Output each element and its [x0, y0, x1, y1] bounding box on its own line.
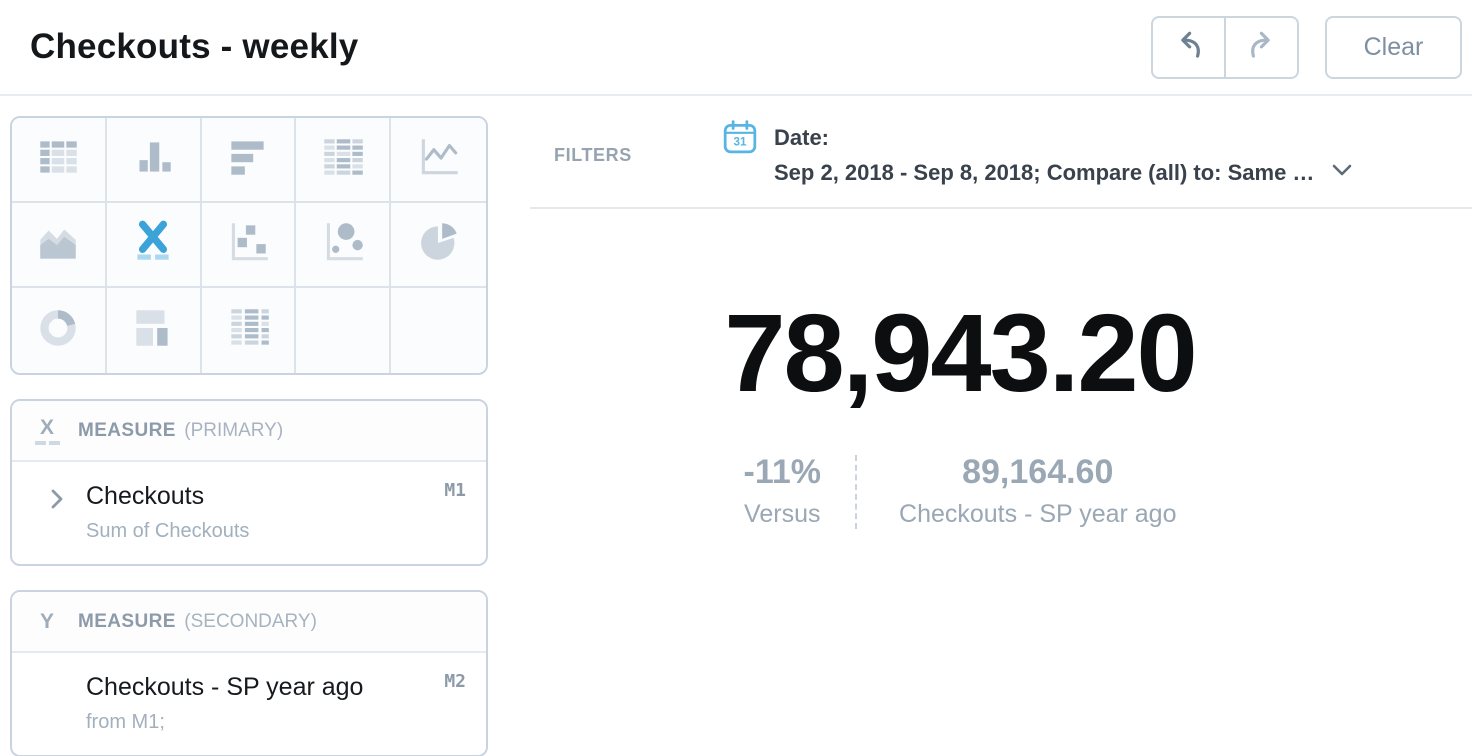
measure-primary-qualifier: (PRIMARY) [184, 419, 284, 441]
redo-icon [1246, 29, 1278, 66]
kpi-comparison: -11% Versus 89,164.60 Checkouts - SP yea… [744, 455, 1176, 529]
date-filter-value: Sep 2, 2018 - Sep 8, 2018; Compare (all)… [774, 160, 1315, 185]
picker-item-dashboard-layout[interactable] [106, 288, 202, 373]
y-axis-letter: Y [39, 610, 54, 633]
header: Checkouts - weekly Clea [0, 0, 1472, 96]
pie-chart-icon [414, 217, 464, 272]
horizontal-bar-chart-icon [223, 132, 273, 187]
picker-item-heat-table[interactable] [201, 288, 297, 373]
x-axis-letter: X [39, 415, 54, 439]
picker-item-kpi[interactable] [106, 203, 202, 288]
chart-type-picker [10, 116, 488, 375]
date-filter-text: Date: Sep 2, 2018 - Sep 8, 2018; Compare… [774, 118, 1352, 186]
picker-item-bar-chart[interactable] [106, 118, 202, 203]
area-chart-icon [33, 217, 83, 272]
kpi-comparison-block: 89,164.60 Checkouts - SP year ago [857, 455, 1176, 529]
kpi-delta-percent: -11% [743, 453, 822, 491]
measure-secondary-title: MEASURE (SECONDARY) [78, 611, 317, 633]
undo-icon [1173, 29, 1205, 66]
measure-primary-item[interactable]: Checkouts M1 Sum of Checkouts [12, 462, 486, 564]
main-area: FILTERS 31 Date: Sep 2, 2018 - Sep 8, 20… [488, 96, 1472, 756]
header-actions: Clear [1151, 15, 1462, 79]
picker-cell-empty [391, 288, 486, 373]
measure-secondary-label: MEASURE [78, 610, 176, 632]
date-filter-value-row: Sep 2, 2018 - Sep 8, 2018; Compare (all)… [774, 160, 1352, 186]
measure-secondary-header: Y MEASURE (SECONDARY) [12, 592, 486, 653]
kpi-comparison-value: 89,164.60 [962, 453, 1114, 491]
sidebar: X MEASURE (PRIMARY) Checkouts M1 [0, 96, 488, 756]
bubble-chart-icon [318, 217, 368, 272]
filters-label: FILTERS [554, 145, 632, 165]
kpi-comparison-label: Checkouts - SP year ago [899, 500, 1177, 528]
measure-secondary-detail: from M1; [86, 711, 165, 733]
kpi-delta-label: Versus [744, 500, 821, 528]
measure-secondary-item[interactable]: Checkouts - SP year ago M2 from M1; [12, 653, 486, 755]
picker-item-table[interactable] [12, 118, 107, 203]
donut-chart-icon [33, 303, 83, 358]
measure-secondary-panel: Y MEASURE (SECONDARY) Checkouts - SP yea… [10, 590, 488, 756]
picker-item-area-chart[interactable] [12, 203, 107, 288]
calendar-icon: 31 [722, 119, 758, 186]
filters-row: FILTERS 31 Date: Sep 2, 2018 - Sep 8, 20… [530, 118, 1472, 186]
clear-button[interactable]: Clear [1325, 15, 1462, 79]
kpi-visualization: 78,943.20 -11% Versus 89,164.60 Checkout… [530, 299, 1472, 529]
svg-text:31: 31 [734, 135, 747, 148]
comparison-divider [855, 455, 858, 529]
x-axis-dashes [32, 440, 62, 445]
chevron-right-icon[interactable] [50, 489, 64, 514]
measure-primary-panel: X MEASURE (PRIMARY) Checkouts M1 [10, 399, 488, 566]
scatter-plot-icon [223, 217, 273, 272]
bar-chart-icon [128, 132, 178, 187]
filters-divider [530, 207, 1472, 209]
undo-button[interactable] [1151, 15, 1225, 79]
line-chart-icon [414, 132, 464, 187]
heat-table-icon [223, 303, 273, 358]
picker-item-line-chart[interactable] [391, 118, 486, 203]
kpi-delta-block: -11% Versus [744, 455, 856, 529]
date-filter-field: Date: [774, 125, 830, 150]
picker-cell-empty [296, 288, 392, 373]
picker-item-pie-chart[interactable] [391, 203, 486, 288]
picker-item-pivot-table[interactable] [296, 118, 392, 203]
measure-primary-detail: Sum of Checkouts [86, 520, 250, 542]
kpi-icon [128, 217, 178, 272]
content: X MEASURE (PRIMARY) Checkouts M1 [0, 96, 1472, 756]
table-icon [33, 132, 83, 187]
measure-primary-badge: M1 [444, 480, 466, 501]
measure-secondary-badge: M2 [444, 671, 466, 692]
pivot-table-icon [318, 132, 368, 187]
date-filter[interactable]: 31 Date: Sep 2, 2018 - Sep 8, 2018; Comp… [722, 118, 1352, 186]
page-title: Checkouts - weekly [30, 27, 359, 66]
undo-redo-group [1151, 15, 1299, 79]
measure-primary-title: MEASURE (PRIMARY) [78, 420, 283, 442]
picker-item-bubble-chart[interactable] [296, 203, 392, 288]
kpi-value: 78,943.20 [724, 292, 1197, 415]
measure-secondary-field[interactable]: Checkouts - SP year ago [86, 673, 364, 701]
measure-primary-field[interactable]: Checkouts [86, 482, 205, 510]
measure-secondary-qualifier: (SECONDARY) [184, 610, 317, 632]
dashboard-layout-icon [128, 303, 178, 358]
measure-primary-header: X MEASURE (PRIMARY) [12, 401, 486, 462]
picker-item-donut-chart[interactable] [12, 288, 107, 373]
x-axis-icon: X [32, 417, 62, 445]
measure-primary-label: MEASURE [78, 419, 176, 441]
redo-button[interactable] [1225, 15, 1299, 79]
y-axis-icon: Y [32, 611, 62, 632]
picker-item-horizontal-bar-chart[interactable] [201, 118, 297, 203]
chevron-down-icon[interactable] [1332, 164, 1352, 182]
picker-item-scatter-plot[interactable] [201, 203, 297, 288]
